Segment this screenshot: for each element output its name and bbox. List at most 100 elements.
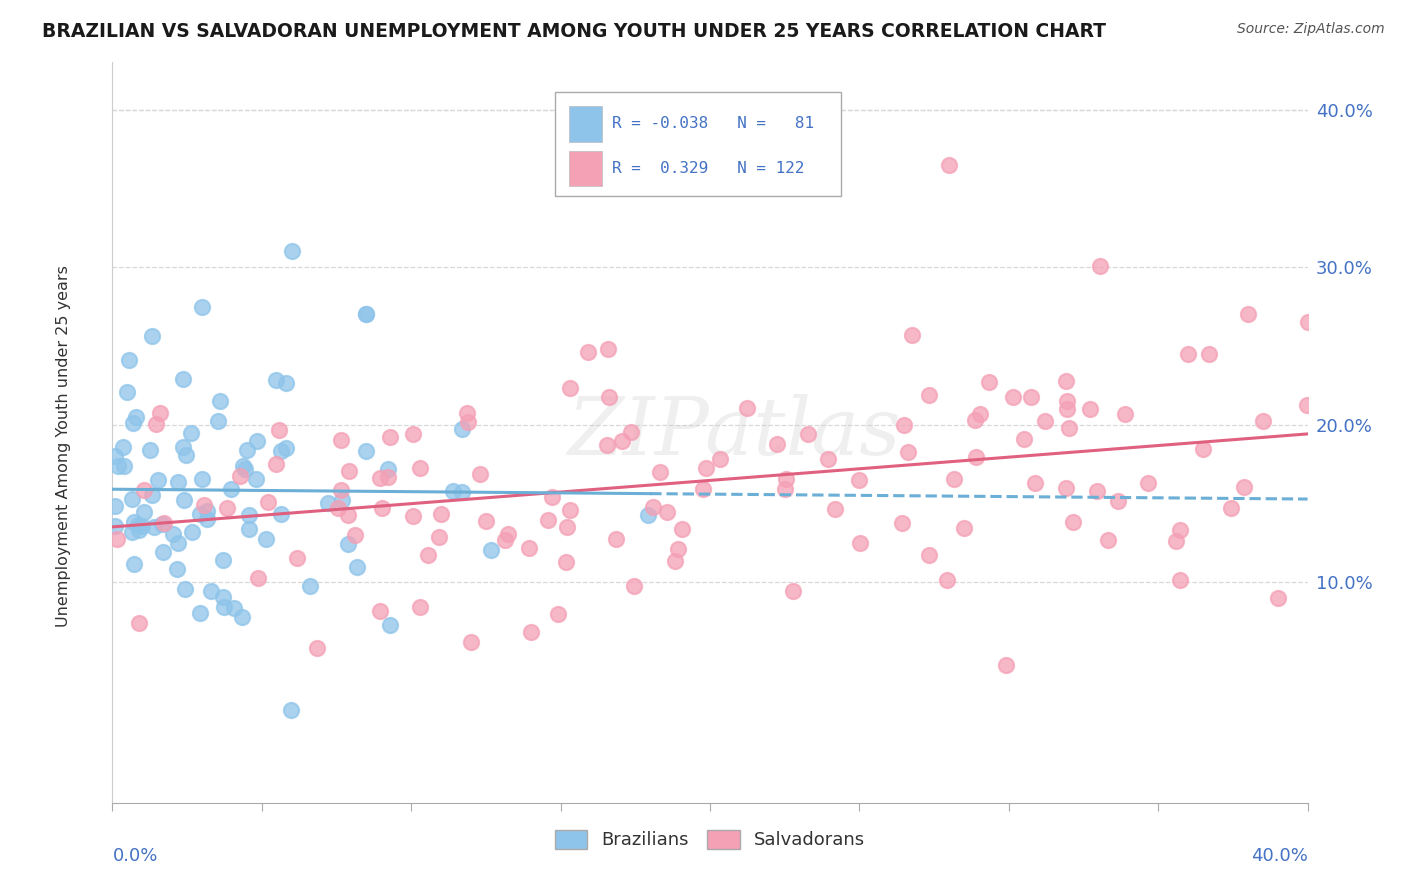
Point <box>643 500 665 514</box>
Point <box>1019 390 1042 404</box>
Point <box>228 469 250 483</box>
Point <box>737 401 759 415</box>
Point <box>1237 308 1260 322</box>
Point <box>254 532 277 546</box>
Point <box>441 483 464 498</box>
Point <box>270 507 292 521</box>
Point <box>782 583 804 598</box>
Point <box>692 482 714 496</box>
Point <box>1054 481 1077 495</box>
Point <box>965 450 987 465</box>
Point <box>1296 315 1319 329</box>
Point <box>152 545 174 559</box>
Point <box>285 550 308 565</box>
Point <box>128 616 150 631</box>
Point <box>356 308 378 322</box>
Point <box>408 460 430 475</box>
Point <box>356 308 378 322</box>
Point <box>105 532 128 546</box>
Point <box>107 459 129 474</box>
Point <box>215 500 238 515</box>
Point <box>935 573 957 587</box>
Point <box>330 493 353 508</box>
Point <box>1090 260 1112 274</box>
Point <box>127 518 149 533</box>
Text: Source: ZipAtlas.com: Source: ZipAtlas.com <box>1237 22 1385 37</box>
Point <box>797 426 820 441</box>
Point <box>145 417 167 431</box>
Point <box>245 472 267 486</box>
Point <box>1267 591 1289 605</box>
Point <box>401 508 423 523</box>
Point <box>555 520 578 534</box>
Point <box>266 457 288 471</box>
Point <box>648 466 671 480</box>
Point <box>773 482 796 496</box>
Point <box>541 491 564 505</box>
Point <box>104 518 127 533</box>
Point <box>188 507 211 521</box>
Point <box>637 508 659 522</box>
Point <box>1012 433 1035 447</box>
Text: 0.0%: 0.0% <box>112 847 157 865</box>
Point <box>371 501 394 516</box>
Point <box>212 600 235 615</box>
Point <box>605 532 627 546</box>
Point <box>166 562 188 576</box>
Point <box>891 516 914 531</box>
Point <box>172 440 194 454</box>
Point <box>938 158 960 172</box>
Point <box>1253 413 1275 427</box>
Point <box>1192 442 1215 456</box>
Point <box>208 394 231 409</box>
Point <box>537 512 560 526</box>
Point <box>623 579 645 593</box>
Point <box>456 406 478 420</box>
Point <box>1166 533 1188 548</box>
Point <box>368 604 391 618</box>
Point <box>451 484 474 499</box>
Point <box>953 521 976 535</box>
Point <box>893 417 915 432</box>
Point <box>142 519 165 533</box>
Point <box>207 414 229 428</box>
Point <box>238 508 260 522</box>
Point <box>598 390 620 404</box>
Point <box>172 372 194 386</box>
Point <box>280 703 302 717</box>
Point <box>122 416 145 430</box>
Point <box>193 498 215 512</box>
Point <box>132 505 155 519</box>
Point <box>1033 414 1056 428</box>
Point <box>409 600 432 615</box>
Point <box>270 443 292 458</box>
Point <box>1198 346 1220 360</box>
Point <box>267 423 290 437</box>
Point <box>849 535 872 549</box>
Point <box>765 437 787 451</box>
Point <box>474 514 496 528</box>
Point <box>125 409 148 424</box>
Point <box>1296 398 1319 412</box>
Point <box>104 449 127 463</box>
Point <box>1062 516 1084 530</box>
Point <box>1168 523 1191 537</box>
Point <box>276 441 298 455</box>
Point <box>1054 375 1077 389</box>
Point <box>918 548 941 562</box>
Point <box>173 492 195 507</box>
Point <box>122 515 145 529</box>
Point <box>330 434 353 448</box>
Point <box>112 458 135 473</box>
Point <box>150 517 173 532</box>
Point <box>115 384 138 399</box>
Point <box>427 530 450 544</box>
Point <box>1056 401 1078 416</box>
Point <box>1233 480 1256 494</box>
Point <box>180 426 202 441</box>
Point <box>238 523 260 537</box>
Point <box>224 601 246 615</box>
Point <box>190 472 212 486</box>
Point <box>897 444 920 458</box>
Point <box>378 617 401 632</box>
